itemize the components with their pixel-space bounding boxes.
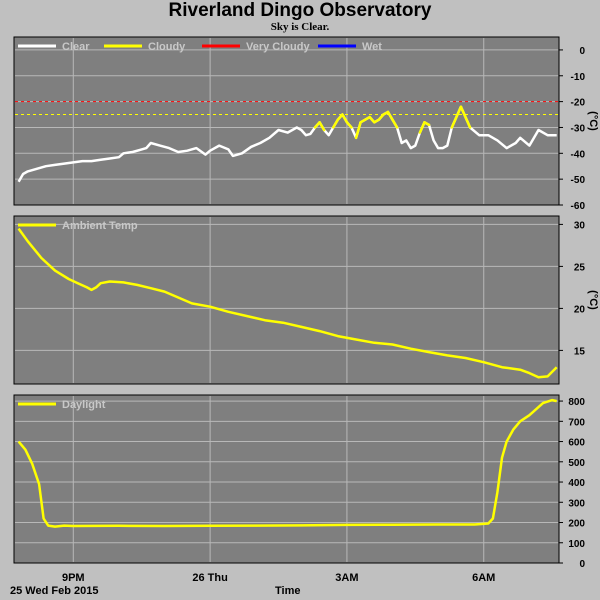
series-segment-cloudy (386, 110, 394, 121)
plot-area (13, 215, 560, 385)
y-tick-label: 700 (568, 417, 585, 428)
series-segment-cloudy (331, 118, 340, 129)
plot-area (13, 394, 560, 564)
x-tick-label: 3AM (335, 572, 358, 584)
series-segment-cloudy (391, 118, 399, 129)
plot-area (13, 36, 560, 206)
legend-label: Wet (362, 41, 382, 53)
x-tick-label: 6AM (472, 572, 495, 584)
y-tick-label: 25 (574, 262, 586, 273)
page-title: Riverland Dingo Observatory (168, 0, 432, 21)
y-tick-label: -60 (571, 201, 586, 212)
y-tick-label: -50 (571, 175, 586, 186)
series-segment-cloudy (423, 121, 431, 127)
y-tick-label: 0 (579, 559, 585, 570)
date-label: 25 Wed Feb 2015 (10, 585, 99, 597)
y-tick-label: 15 (574, 346, 586, 357)
y-tick-label: -20 (571, 98, 586, 109)
legend-label: Cloudy (148, 41, 186, 53)
legend-label: Very Cloudy (246, 41, 310, 53)
y-tick-label: 600 (568, 438, 585, 449)
legend-label: Ambient Temp (62, 220, 138, 232)
y-tick-label: -30 (571, 123, 586, 134)
y-tick-label: 500 (568, 458, 585, 469)
legend-label: Clear (62, 41, 90, 53)
y-tick-label: 0 (579, 46, 585, 57)
series-line-ambient-temp (17, 227, 558, 379)
y-tick-label: 30 (574, 220, 586, 231)
legend-label: Daylight (62, 399, 106, 411)
x-axis-label: Time (275, 585, 301, 597)
x-tick-label: 9PM (62, 572, 85, 584)
series-segment-cloudy (459, 105, 472, 129)
series-segment-cloudy (318, 121, 326, 132)
series-segment-cloudy (418, 121, 426, 134)
sky-status: Sky is Clear. (270, 21, 330, 33)
y-tick-label: 800 (568, 397, 585, 408)
y-tick-label: 400 (568, 478, 585, 489)
y-tick-label: 300 (568, 498, 585, 509)
y-axis-label: (°C) (587, 290, 599, 310)
series-segment-cloudy (341, 113, 349, 124)
series-segment-cloudy (345, 121, 353, 129)
series-segment-cloudy (354, 121, 362, 140)
y-tick-label: 100 (568, 539, 585, 550)
x-tick-label: 26 Thu (192, 572, 227, 584)
series-line-daylight (17, 398, 557, 528)
y-tick-label: -40 (571, 149, 586, 160)
y-tick-label: 20 (574, 304, 586, 315)
y-tick-label: 200 (568, 519, 585, 530)
series-segment-cloudy (450, 105, 463, 129)
y-axis-label: (°C) (587, 111, 599, 131)
y-tick-label: -10 (571, 72, 586, 83)
